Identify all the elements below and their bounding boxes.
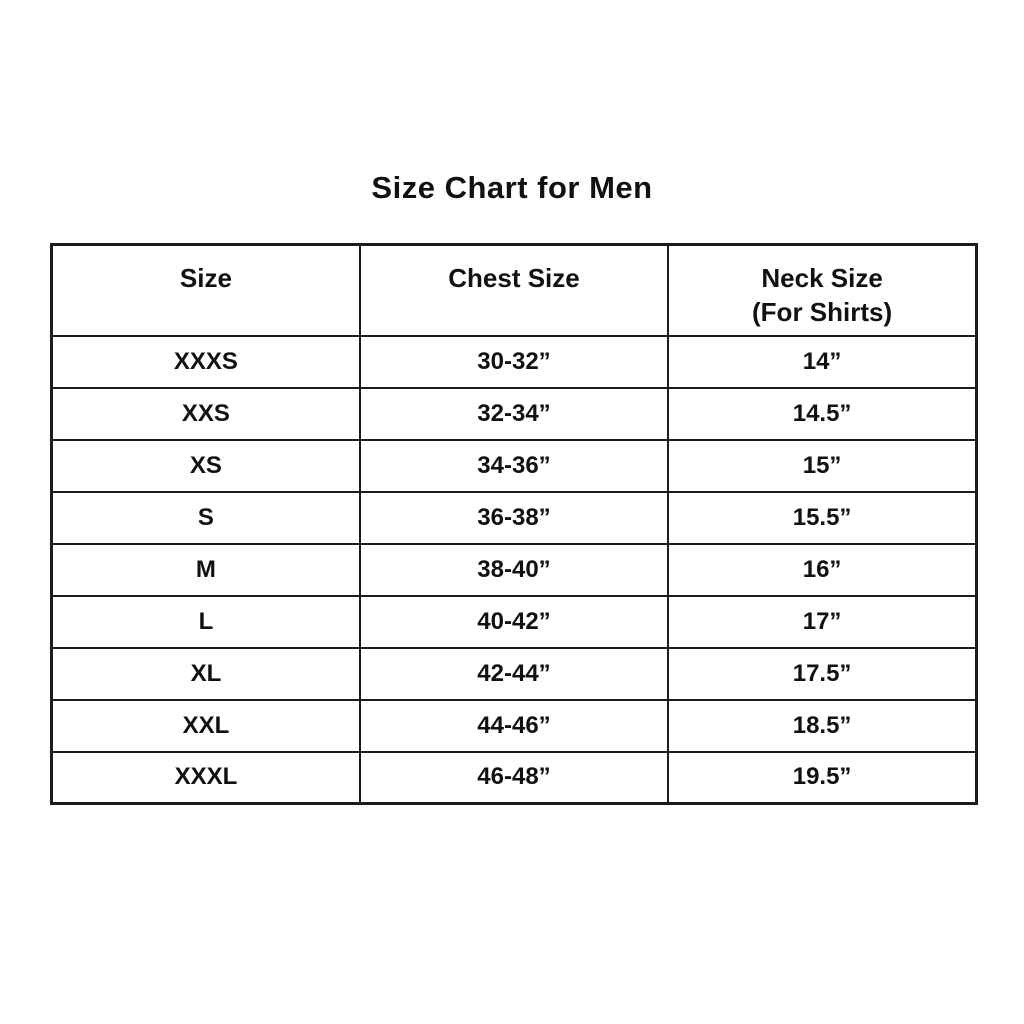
table-cell-chest: 30-32” — [358, 334, 670, 389]
table-cell-chest: 40-42” — [358, 594, 670, 649]
table-header-row: Size Chest Size Neck Size (For Shirts) — [50, 243, 978, 337]
table-cell-neck: 15.5” — [667, 490, 978, 545]
table-cell-neck: 18.5” — [667, 698, 978, 753]
table-cell-size: XXXS — [50, 334, 361, 389]
table-cell-chest: 36-38” — [358, 490, 670, 545]
table-row: L 40-42” 17” — [50, 594, 978, 649]
table-cell-size: XS — [50, 438, 361, 493]
table-cell-neck: 17.5” — [667, 646, 978, 701]
table-row: XXL 44-46” 18.5” — [50, 698, 978, 753]
header-cell-chest-size: Chest Size — [358, 243, 670, 337]
table-cell-neck: 14” — [667, 334, 978, 389]
table-header: Size Chest Size Neck Size (For Shirts) — [50, 243, 978, 337]
table-cell-chest: 32-34” — [358, 386, 670, 441]
table-cell-size: L — [50, 594, 361, 649]
table-cell-size: M — [50, 542, 361, 597]
table-row: XXXS 30-32” 14” — [50, 334, 978, 389]
table-row: XL 42-44” 17.5” — [50, 646, 978, 701]
table-cell-size: XXL — [50, 698, 361, 753]
table-cell-neck: 19.5” — [667, 750, 978, 805]
table-cell-neck: 14.5” — [667, 386, 978, 441]
table-body: XXXS 30-32” 14” XXS 32-34” 14.5” XS 34-3… — [50, 334, 978, 805]
table-row: S 36-38” 15.5” — [50, 490, 978, 545]
table-cell-chest: 44-46” — [358, 698, 670, 753]
table-cell-size: S — [50, 490, 361, 545]
table-row: XXXL 46-48” 19.5” — [50, 750, 978, 805]
table-cell-chest: 42-44” — [358, 646, 670, 701]
page-title: Size Chart for Men — [371, 170, 653, 205]
header-cell-size: Size — [50, 243, 361, 337]
table-row: XXS 32-34” 14.5” — [50, 386, 978, 441]
table-cell-size: XXXL — [50, 750, 361, 805]
table-cell-size: XXS — [50, 386, 361, 441]
table-cell-chest: 34-36” — [358, 438, 670, 493]
header-label: Neck Size — [761, 263, 883, 293]
header-label: Chest Size — [448, 263, 580, 293]
table-cell-chest: 46-48” — [358, 750, 670, 805]
table-row: M 38-40” 16” — [50, 542, 978, 597]
table-cell-neck: 15” — [667, 438, 978, 493]
table-row: XS 34-36” 15” — [50, 438, 978, 493]
header-label: Size — [179, 263, 232, 293]
header-sublabel: (For Shirts) — [752, 296, 893, 327]
header-cell-neck-size: Neck Size (For Shirts) — [667, 243, 978, 337]
table-cell-neck: 16” — [667, 542, 978, 597]
table-cell-chest: 38-40” — [358, 542, 670, 597]
size-table: Size Chest Size Neck Size (For Shirts) X… — [50, 243, 978, 805]
table-cell-neck: 17” — [667, 594, 978, 649]
table-cell-size: XL — [50, 646, 361, 701]
